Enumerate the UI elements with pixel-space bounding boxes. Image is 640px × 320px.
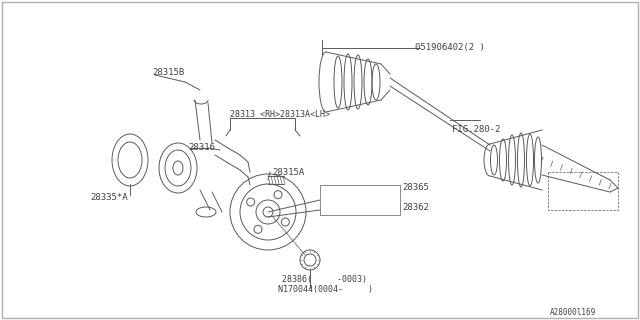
- Text: 28386(     -0003): 28386( -0003): [282, 275, 367, 284]
- Text: 28313 <RH>28313A<LH>: 28313 <RH>28313A<LH>: [230, 110, 330, 119]
- Text: A28000l169: A28000l169: [550, 308, 596, 317]
- Text: 051906402(2 ): 051906402(2 ): [415, 43, 485, 52]
- Text: FIG.280-2: FIG.280-2: [452, 125, 500, 134]
- Text: 28335*A: 28335*A: [90, 193, 127, 202]
- Text: N170044(0004-     ): N170044(0004- ): [278, 285, 373, 294]
- Text: 28365: 28365: [402, 183, 429, 192]
- Text: 28315B: 28315B: [152, 68, 184, 77]
- Text: 28316: 28316: [188, 143, 215, 152]
- Text: 28315A: 28315A: [272, 168, 304, 177]
- Text: 28362: 28362: [402, 203, 429, 212]
